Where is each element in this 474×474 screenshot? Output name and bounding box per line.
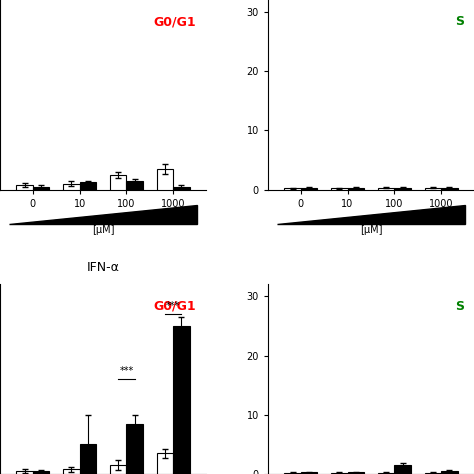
Bar [441, 188, 457, 190]
Text: ***: *** [166, 301, 181, 311]
Bar [331, 189, 347, 190]
Bar [394, 188, 411, 190]
Bar [63, 469, 80, 474]
Bar [331, 473, 347, 474]
Text: G0/G1: G0/G1 [153, 300, 196, 312]
Bar [110, 175, 127, 190]
Bar [301, 472, 317, 474]
Text: S: S [455, 300, 464, 312]
Bar [17, 471, 33, 474]
Bar [17, 185, 33, 190]
Bar [80, 445, 96, 474]
Bar [157, 453, 173, 474]
Bar [284, 189, 301, 190]
Bar [301, 188, 317, 190]
Bar [284, 473, 301, 474]
Bar [441, 471, 457, 474]
Bar [425, 473, 441, 474]
Text: G0/G1: G0/G1 [153, 15, 196, 28]
Bar [127, 181, 143, 190]
Polygon shape [9, 205, 197, 224]
Bar [110, 465, 127, 474]
Bar [347, 472, 364, 474]
Bar [378, 188, 394, 190]
Bar [173, 326, 190, 474]
Bar [157, 169, 173, 190]
Bar [378, 473, 394, 474]
Bar [347, 188, 364, 190]
Polygon shape [277, 205, 465, 224]
Bar [425, 188, 441, 190]
Bar [63, 184, 80, 190]
X-axis label: [μM]: [μM] [360, 225, 382, 235]
Bar [80, 182, 96, 190]
Bar [33, 187, 49, 190]
Bar [33, 471, 49, 474]
X-axis label: [μM]: [μM] [92, 225, 114, 235]
Title: IFN-α: IFN-α [87, 261, 119, 273]
Bar [394, 465, 411, 474]
Bar [173, 187, 190, 190]
Bar [127, 424, 143, 474]
Text: S: S [455, 15, 464, 28]
Text: ***: *** [119, 366, 134, 376]
